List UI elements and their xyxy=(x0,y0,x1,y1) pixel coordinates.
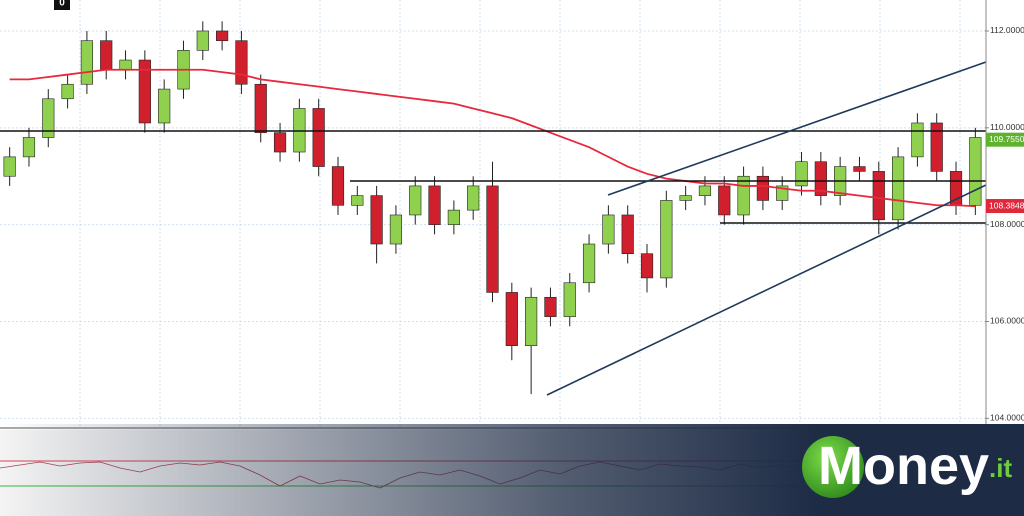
candle-body xyxy=(312,108,325,167)
candle-body xyxy=(602,214,615,245)
candle-body xyxy=(505,292,518,346)
y-tick-label: 112.0000 xyxy=(990,25,1024,35)
logo: Money.it xyxy=(818,436,1012,496)
candle-body xyxy=(22,137,36,158)
candle-body xyxy=(969,137,982,206)
candle-body xyxy=(100,40,113,71)
badge-box xyxy=(54,0,70,10)
badge: 0 xyxy=(59,0,65,9)
candle-body xyxy=(351,195,364,206)
candle-body xyxy=(718,185,731,216)
candle-body xyxy=(621,214,634,255)
candle-body xyxy=(3,156,16,177)
trend-channel xyxy=(546,61,987,396)
candle-body xyxy=(795,161,808,187)
candle-body xyxy=(640,253,654,279)
candle-body xyxy=(158,88,171,124)
candle-body xyxy=(544,296,557,317)
candle-body xyxy=(679,195,692,201)
candle-body xyxy=(138,59,151,124)
candle-body xyxy=(737,175,750,216)
candle-body xyxy=(486,185,499,293)
price-tag-label: 108.3848 xyxy=(989,200,1024,210)
candle-body xyxy=(563,282,576,317)
candle-body xyxy=(409,185,422,216)
logo-suffix: .it xyxy=(989,453,1012,483)
candle-body xyxy=(42,98,55,138)
candle-body xyxy=(660,200,673,279)
candle-body xyxy=(61,83,74,100)
candle-body xyxy=(756,175,769,201)
candle-body xyxy=(235,40,248,85)
candle-body xyxy=(80,40,94,85)
y-tick-label: 110.0000 xyxy=(990,122,1024,132)
candle-body xyxy=(447,209,460,225)
candle-body xyxy=(698,185,712,196)
candle-body xyxy=(254,83,267,133)
candle-body xyxy=(776,185,789,201)
candle-body xyxy=(331,166,345,206)
moving-average xyxy=(9,68,976,208)
candle-body xyxy=(911,122,924,158)
level-lines xyxy=(0,130,986,224)
price-tag xyxy=(986,199,1024,214)
candle-body xyxy=(853,166,866,172)
candle-body xyxy=(872,171,885,221)
y-tick-label: 108.0000 xyxy=(990,219,1024,229)
candle-body xyxy=(389,214,403,245)
candle-body xyxy=(467,185,480,211)
candle-body xyxy=(582,243,596,284)
price-tag xyxy=(986,132,1024,147)
logo-ball xyxy=(802,436,864,498)
vertical-grid xyxy=(79,0,961,428)
candle-body xyxy=(525,296,538,346)
candle-body xyxy=(216,30,229,41)
price-tag-label: 109.7550 xyxy=(989,134,1024,144)
candle-body xyxy=(930,122,943,172)
candle-body xyxy=(119,59,132,71)
candle-body xyxy=(273,132,287,153)
candle-body xyxy=(370,195,383,245)
candle-body xyxy=(428,185,441,225)
candle-body xyxy=(814,161,827,196)
candle-body xyxy=(196,30,209,51)
candle-body xyxy=(891,156,905,221)
y-tick-label: 104.0000 xyxy=(990,413,1024,423)
logo-name: Money xyxy=(818,436,989,496)
y-tick-label: 106.0000 xyxy=(990,316,1024,326)
